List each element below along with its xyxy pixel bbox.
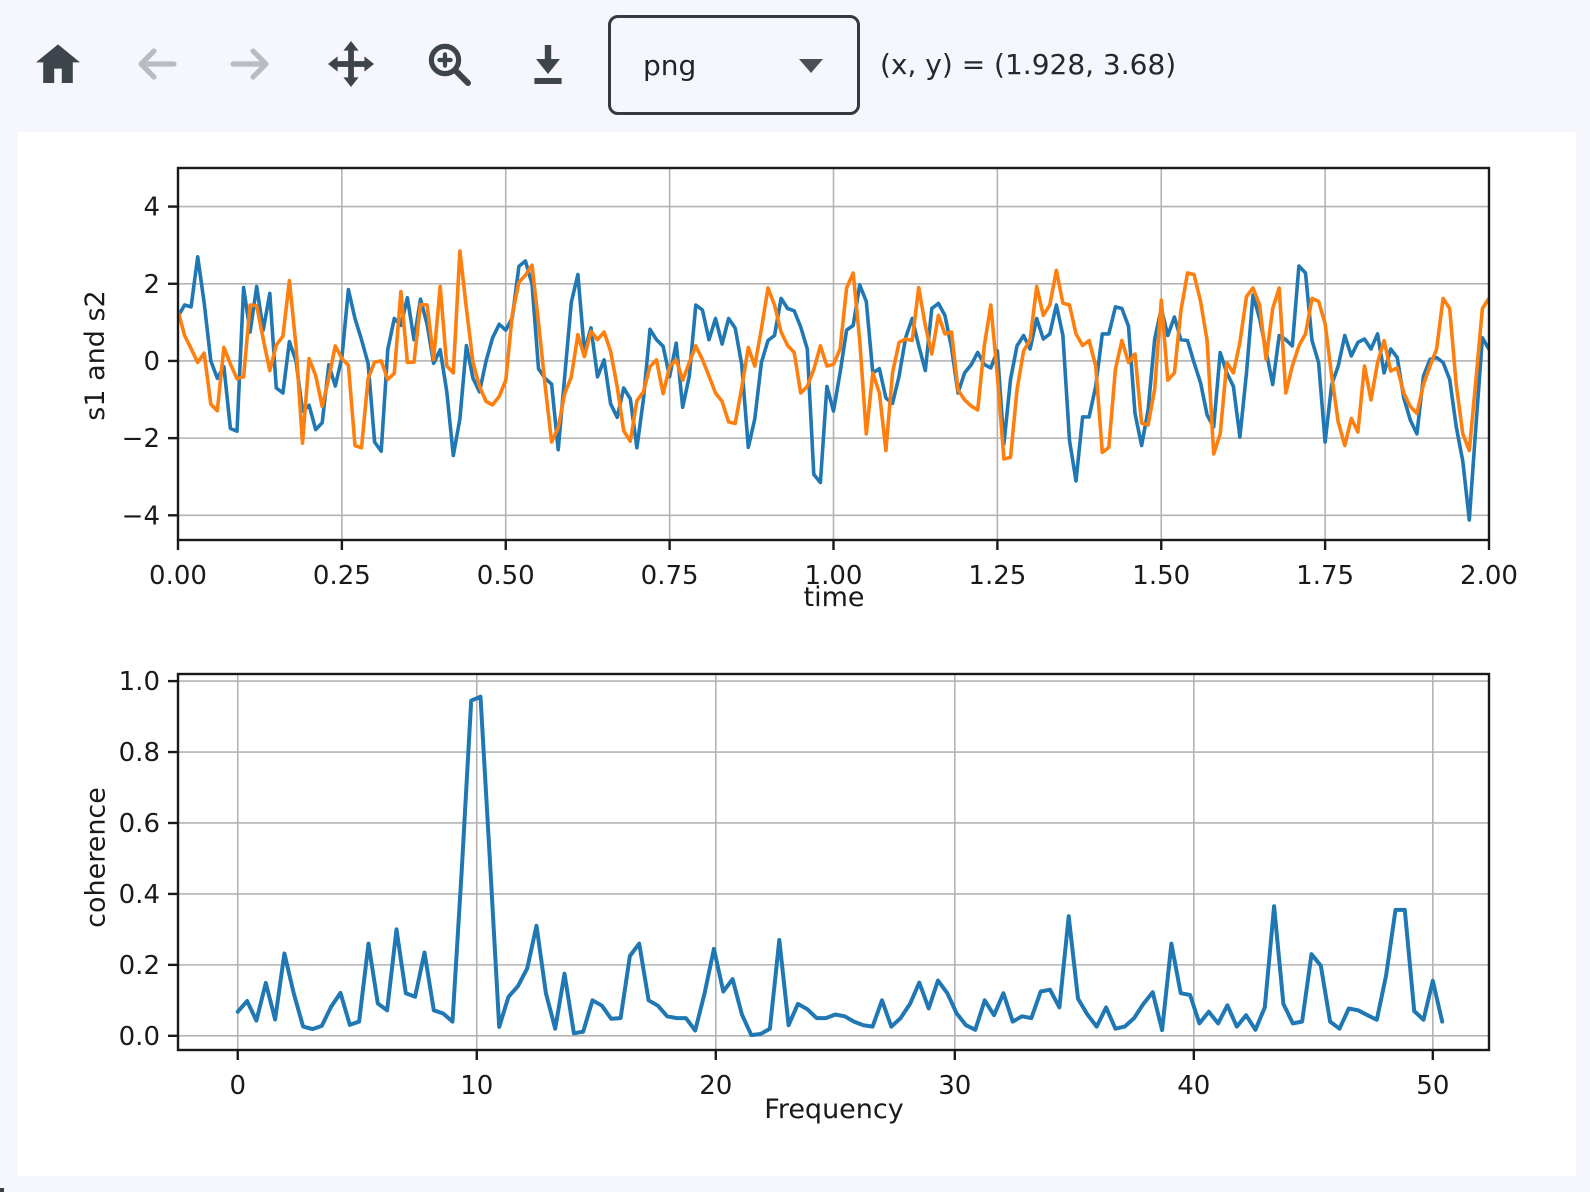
svg-text:40: 40 bbox=[1177, 1071, 1210, 1101]
svg-text:0.4: 0.4 bbox=[119, 880, 160, 910]
top-chart-ylabel: s1 and s2 bbox=[80, 290, 111, 421]
svg-text:0.6: 0.6 bbox=[119, 809, 160, 839]
toolbar-home-button[interactable] bbox=[34, 40, 82, 88]
svg-text:−2: −2 bbox=[122, 424, 160, 454]
home-icon bbox=[36, 44, 80, 83]
bottom-chart-xlabel: Frequency bbox=[764, 1094, 904, 1125]
tick-marks bbox=[168, 205, 1491, 550]
svg-text:1.0: 1.0 bbox=[119, 667, 160, 697]
arrow-right-icon bbox=[230, 48, 269, 80]
series-lines bbox=[178, 249, 1489, 522]
download-icon bbox=[534, 45, 562, 84]
toolbar-pan-button[interactable] bbox=[327, 40, 375, 88]
matplotlib-figure-canvas[interactable]: 0.00 0.25 0.50 0.75 1.00 1.25 1.50 1.75 2.00 4 2 0−… bbox=[18, 132, 1576, 1176]
plot-toolbar: png (x, y) = (1.928, 3.68) bbox=[0, 0, 1590, 132]
svg-text:30: 30 bbox=[938, 1071, 971, 1101]
svg-text:10: 10 bbox=[460, 1071, 493, 1101]
resize-corner-artifact bbox=[0, 1188, 4, 1192]
svg-text:1.75: 1.75 bbox=[1296, 561, 1354, 591]
svg-text:2: 2 bbox=[143, 270, 160, 300]
arrow-left-icon bbox=[138, 48, 177, 80]
svg-text:−4: −4 bbox=[122, 501, 160, 531]
svg-text:0.8: 0.8 bbox=[119, 738, 160, 768]
series-s2 bbox=[178, 249, 1489, 461]
charts-svg: 0.00 0.25 0.50 0.75 1.00 1.25 1.50 1.75 2.00420−… bbox=[119, 166, 1518, 1101]
chart-0: 0.00 0.25 0.50 0.75 1.00 1.25 1.50 1.75 2.00 4 2 0 −… bbox=[122, 166, 1518, 591]
cursor-coordinates-readout: (x, y) = (1.928, 3.68) bbox=[880, 48, 1177, 81]
tick-marks bbox=[168, 679, 1435, 1060]
tick-labels: 0.00 0.25 0.50 0.75 1.00 1.25 1.50 1.75 2.00 4 2 0 −… bbox=[122, 193, 1518, 591]
svg-text:2.00: 2.00 bbox=[1460, 561, 1518, 591]
zoom-magnifier-icon bbox=[428, 43, 471, 86]
tick-labels: 0 10 20 30 40 50 0.0 0.2 0.4 0.6 0.8 1.0 bbox=[119, 667, 1450, 1101]
svg-text:0.2: 0.2 bbox=[119, 951, 160, 981]
svg-text:0: 0 bbox=[143, 347, 160, 377]
toolbar-zoom-button[interactable] bbox=[425, 40, 473, 88]
grid-lines bbox=[177, 168, 1490, 540]
chart-1: 0 10 20 30 40 50 0.0 0.2 0.4 0.6 0.8 1.0 bbox=[119, 667, 1491, 1101]
bottom-chart-ylabel: coherence bbox=[80, 787, 112, 928]
axes-spines bbox=[176, 672, 1491, 1052]
svg-text:0.25: 0.25 bbox=[313, 561, 371, 591]
svg-text:20: 20 bbox=[699, 1071, 732, 1101]
svg-text:0.00: 0.00 bbox=[149, 561, 207, 591]
svg-text:0.75: 0.75 bbox=[641, 561, 699, 591]
series-coherence bbox=[235, 694, 1445, 1038]
svg-text:4: 4 bbox=[143, 193, 160, 223]
top-chart-xlabel: time bbox=[803, 582, 865, 613]
chevron-down-icon bbox=[799, 59, 823, 73]
svg-text:1.25: 1.25 bbox=[968, 561, 1026, 591]
move-arrows-icon bbox=[328, 41, 374, 87]
svg-text:0.0: 0.0 bbox=[119, 1022, 160, 1052]
download-format-value: png bbox=[643, 48, 697, 82]
toolbar-download-button[interactable] bbox=[524, 40, 572, 88]
series-lines bbox=[235, 694, 1445, 1038]
toolbar-back-button[interactable] bbox=[132, 40, 180, 88]
svg-text:50: 50 bbox=[1416, 1071, 1449, 1101]
download-format-select[interactable]: png bbox=[608, 15, 860, 115]
svg-text:1.50: 1.50 bbox=[1132, 561, 1190, 591]
svg-text:1.00: 1.00 bbox=[805, 561, 863, 591]
svg-text:0: 0 bbox=[229, 1071, 246, 1101]
svg-text:0.50: 0.50 bbox=[477, 561, 535, 591]
grid-lines bbox=[178, 674, 1489, 1050]
series-s1 bbox=[178, 255, 1489, 522]
toolbar-forward-button[interactable] bbox=[227, 40, 275, 88]
